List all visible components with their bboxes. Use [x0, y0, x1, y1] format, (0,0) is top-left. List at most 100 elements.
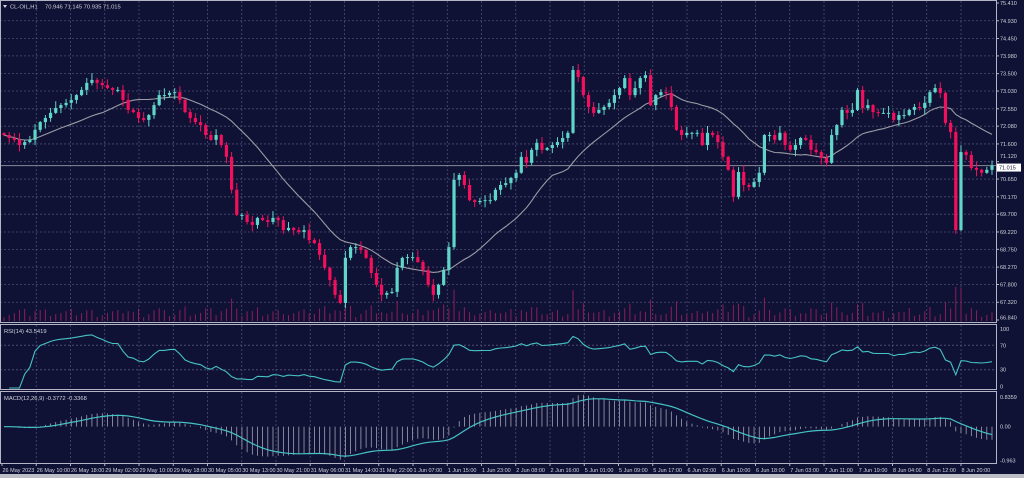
candle-body — [731, 169, 735, 197]
rsi-axis-label: 70 — [1000, 343, 1006, 349]
price-label: 68.270 — [1000, 265, 1017, 271]
candle-body — [436, 284, 441, 295]
candle-body — [493, 189, 498, 201]
candle-body — [623, 78, 627, 89]
price-label: 72.080 — [1000, 124, 1017, 130]
candle-body — [416, 257, 420, 262]
time-label: 1 Jun 15:00 — [448, 468, 477, 474]
price-label: 74.930 — [1000, 19, 1017, 25]
candle-body — [980, 169, 984, 173]
time-label: 29 May 18:00 — [174, 468, 207, 474]
dropdown-triangle-icon[interactable] — [3, 5, 7, 8]
candle-body — [23, 142, 27, 146]
candle-body — [431, 284, 435, 295]
candle-body — [700, 132, 704, 146]
candle-body — [555, 142, 560, 146]
candle-body — [586, 95, 591, 107]
candle-body — [793, 145, 798, 150]
candle-body — [136, 112, 141, 119]
price-label: 75.410 — [1000, 1, 1017, 7]
candle-body — [814, 149, 818, 153]
candle-body — [902, 115, 906, 117]
candle-body — [447, 247, 451, 271]
macd-panel[interactable]: 0.8359 0.00 -0.963 — [4, 394, 1017, 465]
candle-body — [33, 129, 37, 140]
candle-body — [209, 135, 213, 140]
candle-body — [100, 82, 104, 86]
candle-body — [488, 200, 492, 202]
grid — [0, 1, 996, 463]
candle-body — [462, 175, 466, 185]
candle-body — [736, 172, 741, 197]
bottom-scrollbar[interactable] — [0, 474, 1024, 478]
candle-body — [504, 183, 508, 185]
candle-body — [286, 227, 291, 231]
candle-body — [317, 243, 322, 255]
candle-body — [757, 172, 761, 183]
candle-body — [131, 109, 135, 113]
candle-body — [674, 106, 679, 130]
candle-body — [292, 227, 296, 231]
candle-body — [338, 294, 342, 303]
candle-body — [348, 247, 353, 258]
time-label: 26 May 10:00 — [37, 468, 70, 474]
candle-body — [545, 147, 549, 150]
candle-body — [726, 156, 730, 170]
candle-body — [778, 132, 782, 140]
macd-panel-frame — [0, 391, 997, 464]
candle-body — [276, 217, 280, 221]
candle-body — [871, 105, 875, 113]
candle-body — [799, 138, 803, 146]
candle-body — [250, 221, 254, 225]
candle-body — [705, 132, 710, 146]
candle-body — [333, 280, 337, 295]
price-label: 70.170 — [1000, 195, 1017, 201]
candle-body — [198, 122, 203, 126]
candle-body — [467, 184, 472, 201]
price-label: 67.320 — [1000, 300, 1017, 306]
time-label: 2 Jun 08:00 — [516, 468, 545, 474]
candle-body — [64, 102, 68, 106]
candle-body — [783, 132, 787, 146]
candle-body — [804, 138, 808, 140]
candle-body — [307, 230, 311, 241]
candle-body — [183, 99, 187, 113]
candle-body — [297, 230, 301, 232]
price-label: 69.700 — [1000, 212, 1017, 218]
candle-body — [633, 88, 637, 96]
candle-body — [261, 217, 265, 221]
candle-body — [193, 118, 197, 123]
candle-body — [933, 88, 937, 93]
candle-body — [716, 135, 720, 143]
symbol-label: CL-OIL,H1 — [10, 5, 38, 11]
candle-body — [245, 214, 249, 222]
price-label: 71.600 — [1000, 142, 1017, 148]
candle-body — [695, 132, 699, 134]
time-label: 6 Jun 18:00 — [756, 468, 785, 474]
candle-body — [385, 292, 389, 295]
candle-body — [912, 106, 917, 110]
price-axis[interactable]: 75.410 74.930 74.450 73.980 73.500 73.030 72.5… — [996, 1, 1021, 322]
candle-body — [866, 105, 870, 109]
candle-body — [452, 179, 456, 248]
rsi-axis-label: 100 — [1000, 327, 1009, 333]
price-label: 68.750 — [1000, 247, 1017, 253]
candle-body — [612, 95, 616, 103]
time-label: 5 Jun 01:00 — [585, 468, 614, 474]
price-label: 66.840 — [1000, 316, 1017, 322]
candle-body — [643, 75, 648, 79]
candle-body — [224, 145, 229, 157]
candle-body — [380, 284, 384, 295]
rsi-panel[interactable]: 100 70 30 0 — [0, 327, 1009, 391]
ohlc-values: 70.946 71.145 70.935 71.015 — [45, 5, 121, 11]
candle-body — [54, 108, 58, 113]
time-axis[interactable]: 26 May 2023 26 May 10:00 26 May 18:00 29 Ma… — [1, 463, 990, 474]
candle-body — [43, 118, 47, 123]
candle-body — [809, 139, 813, 150]
candle-body — [581, 76, 585, 96]
time-label: 30 May 13:00 — [242, 468, 275, 474]
candle-body — [592, 106, 596, 113]
candle-body — [90, 79, 94, 83]
time-label: 7 Jun 11:00 — [825, 468, 853, 474]
